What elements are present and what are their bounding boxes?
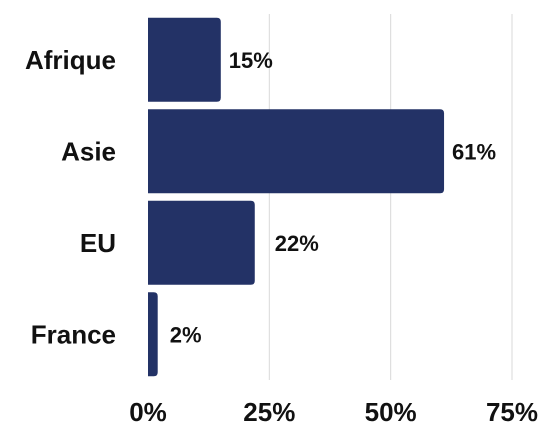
x-tick-label: 25% xyxy=(243,397,295,423)
value-label-afrique: 15% xyxy=(229,48,273,73)
x-tick-label: 0% xyxy=(129,397,167,423)
bar-afrique xyxy=(148,17,221,102)
x-tick-label: 50% xyxy=(365,397,417,423)
category-label-eu: EU xyxy=(80,228,116,258)
category-label-france: France xyxy=(31,319,116,349)
bar-eu xyxy=(148,200,255,285)
bar-asie xyxy=(148,109,445,194)
value-label-asie: 61% xyxy=(452,139,496,164)
grid-lines xyxy=(268,14,513,380)
bars xyxy=(148,17,445,377)
category-labels: Afrique Asie EU France xyxy=(25,45,116,350)
x-tick-label: 75% xyxy=(486,397,538,423)
x-axis-tick-labels: 0% 25% 50% 75% xyxy=(129,397,538,423)
category-label-asie: Asie xyxy=(61,136,116,166)
value-labels: 15% 61% 22% 2% xyxy=(170,48,496,348)
bar-france xyxy=(148,292,158,377)
value-label-eu: 22% xyxy=(275,231,319,256)
category-label-afrique: Afrique xyxy=(25,45,116,75)
value-label-france: 2% xyxy=(170,322,202,347)
